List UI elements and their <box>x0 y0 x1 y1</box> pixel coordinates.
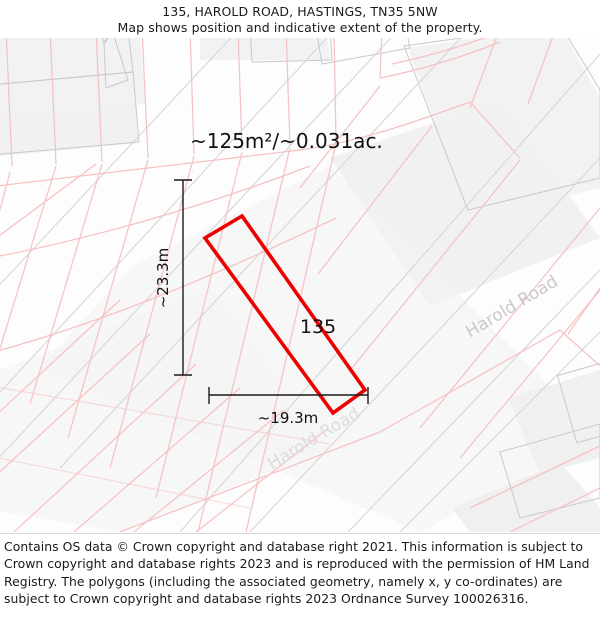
map-canvas[interactable]: Harold Road Harold Road 135 ~125m²/~0.03… <box>0 38 600 532</box>
building-outlines <box>0 38 600 519</box>
parcel-boundaries <box>0 38 600 532</box>
vertical-dimension-label: ~23.3m <box>154 248 172 309</box>
horizontal-dimension-label: ~19.3m <box>258 409 319 427</box>
map-svg[interactable]: Harold Road Harold Road 135 ~125m²/~0.03… <box>0 38 600 532</box>
page-title: 135, HAROLD ROAD, HASTINGS, TN35 5NW <box>162 4 438 19</box>
road-casings <box>0 38 600 532</box>
map-footer: Contains OS data © Crown copyright and d… <box>0 533 600 625</box>
map-header: 135, HAROLD ROAD, HASTINGS, TN35 5NW Map… <box>0 0 600 38</box>
property-house-number: 135 <box>300 316 336 338</box>
block-fills <box>0 38 600 532</box>
property-boundary-polygon[interactable] <box>202 213 368 416</box>
copyright-notice: Contains OS data © Crown copyright and d… <box>4 539 590 607</box>
page-subtitle: Map shows position and indicative extent… <box>117 20 483 35</box>
horizontal-dimension <box>208 387 369 404</box>
vertical-dimension <box>174 179 192 376</box>
property-area-label: ~125m²/~0.031ac. <box>190 129 383 153</box>
